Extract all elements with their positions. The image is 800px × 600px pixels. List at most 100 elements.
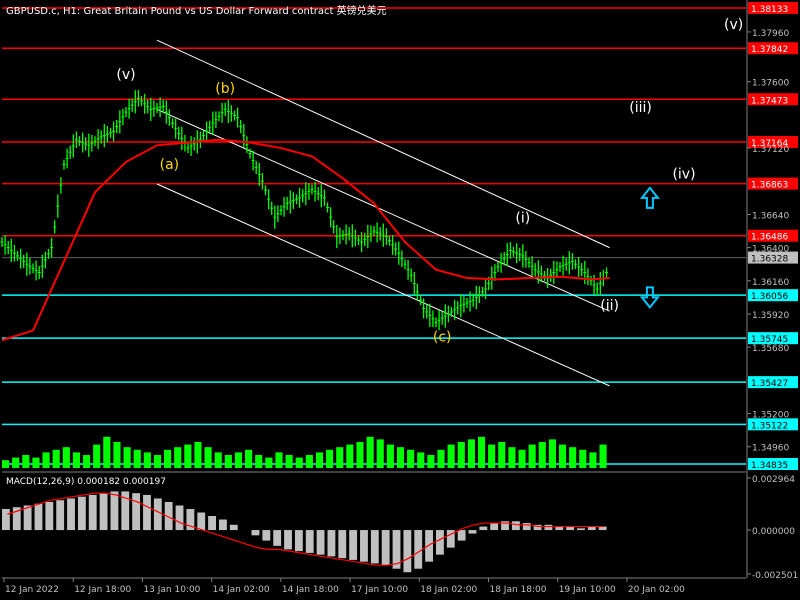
volume-bar: [42, 452, 50, 468]
macd-bar: [392, 530, 401, 569]
macd-bar: [490, 523, 499, 531]
volume-bar: [204, 447, 212, 468]
macd-bar: [99, 493, 108, 531]
macd-bar: [436, 530, 444, 555]
volume-bar: [93, 444, 101, 468]
macd-bar: [555, 526, 564, 531]
volume-bar: [52, 449, 60, 468]
volume-bar: [376, 439, 384, 468]
level-tag-support: [748, 332, 798, 345]
volume-bar: [528, 444, 536, 468]
macd-bar: [45, 501, 54, 531]
volume-bar: [164, 449, 172, 468]
volume-bar: [366, 436, 374, 468]
volume-bar: [447, 444, 455, 468]
level-tag-label: 1.36056: [751, 292, 788, 302]
volume-bar: [558, 444, 567, 468]
time-tick-label: 18 Jan 18:00: [489, 585, 546, 595]
macd-bar: [229, 524, 238, 531]
macd-bar: [501, 521, 509, 531]
current-price-label: 1.36328: [751, 255, 788, 265]
volume-bar: [457, 442, 465, 468]
macd-bar: [153, 498, 162, 531]
volume-bar: [326, 449, 334, 468]
macd-bar: [457, 530, 466, 541]
price-tick-label: 1.37960: [752, 29, 789, 39]
level-tag-label: 1.37842: [751, 45, 788, 55]
macd-bar: [511, 521, 520, 531]
volume-bar: [22, 455, 30, 468]
price-tick-label: 1.35200: [752, 411, 789, 421]
volume-bar: [255, 455, 263, 468]
channel-line-lower: [156, 183, 610, 387]
volume-bar: [123, 447, 131, 468]
macd-bar: [577, 528, 585, 531]
time-tick-label: 19 Jan 10:00: [559, 585, 616, 595]
macd-bar: [425, 530, 433, 562]
level-tag-label: 1.37164: [751, 139, 788, 149]
level-tag-resistance: [748, 177, 798, 190]
volume-bar: [548, 439, 556, 468]
volume-bar: [153, 455, 162, 468]
macd-bar: [566, 526, 575, 531]
macd-bar: [262, 530, 271, 541]
volume-bar: [184, 444, 192, 468]
volume-bar: [305, 455, 313, 468]
macd-title: MACD(12,26,9) 0.000182 0.000197: [6, 477, 166, 487]
macd-bar: [67, 498, 75, 531]
macd-bar: [479, 526, 488, 531]
macd-tick-label: -0.002501: [752, 571, 798, 581]
level-lines: [2, 7, 746, 465]
wave-label: (i): [515, 211, 530, 227]
macd-signal-line: [7, 492, 605, 566]
macd-bar: [316, 530, 325, 555]
wave-label: (v): [116, 67, 135, 83]
level-tag-support: [748, 418, 798, 431]
volume-bar: [113, 442, 121, 468]
macd-bar: [294, 530, 303, 552]
volume-bar: [437, 449, 445, 468]
volume-bar: [386, 444, 394, 468]
volume-bar: [356, 442, 364, 468]
current-price-tag: [748, 251, 798, 264]
macd-bar: [403, 530, 412, 573]
macd-bar: [360, 530, 368, 562]
volume-bar: [234, 452, 243, 468]
wave-label: (a): [160, 157, 180, 173]
macd-bar: [327, 530, 336, 557]
macd-bar: [77, 496, 86, 531]
macd-bar: [88, 494, 97, 531]
level-tag-label: 1.38133: [751, 5, 788, 15]
level-tag-support: [748, 458, 798, 470]
level-tag-resistance: [748, 93, 798, 106]
level-tag-label: 1.35745: [751, 335, 788, 345]
level-tag-label: 1.34835: [751, 461, 788, 471]
macd-bar: [132, 493, 141, 531]
macd-bar: [186, 508, 195, 531]
time-tick-label: 20 Jan 02:00: [628, 585, 685, 595]
level-tag-resistance: [748, 2, 798, 14]
wave-label: (b): [215, 81, 235, 97]
volume-bar: [143, 452, 151, 468]
macd-bar: [273, 530, 282, 546]
macd-bar: [12, 507, 21, 531]
volume-bar: [285, 455, 293, 468]
time-axis: 12 Jan 2022 12 Jan 18:00 13 Jan 10:00 14 Ja…: [3, 578, 685, 595]
volume-bar: [245, 449, 253, 468]
price-tick-label: 1.37600: [752, 79, 789, 89]
wave-label: (iii): [629, 100, 652, 116]
volume-bar: [569, 447, 577, 468]
wave-labels: (v) (b) (a) (c) (i) (ii) (iii) (iv) (v): [116, 17, 743, 345]
volume-bar: [2, 460, 10, 468]
level-tag-label: 1.36486: [751, 233, 788, 243]
volume-bar: [477, 436, 486, 468]
macd-bar: [251, 530, 260, 536]
volume-bar: [488, 444, 496, 468]
macd-panel: MACD(12,26,9) 0.000182 0.000197 0.002964 0…: [2, 475, 798, 581]
level-tag-support: [748, 376, 798, 389]
volume-bar: [538, 442, 546, 468]
macd-bar: [143, 494, 151, 531]
macd-bar: [2, 508, 10, 531]
